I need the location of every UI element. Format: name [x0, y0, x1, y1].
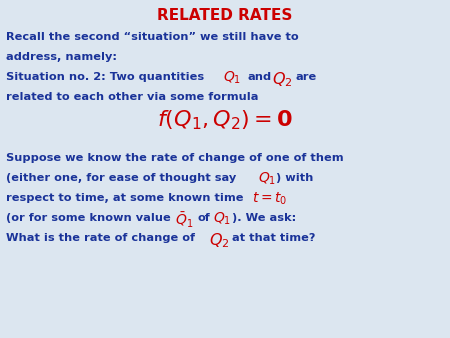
Text: respect to time, at some known time: respect to time, at some known time: [6, 193, 243, 203]
Text: at that time?: at that time?: [232, 233, 315, 243]
Text: address, namely:: address, namely:: [6, 52, 117, 62]
Text: $f(Q_1,Q_2) = \mathbf{0}$: $f(Q_1,Q_2) = \mathbf{0}$: [157, 108, 293, 131]
Text: (either one, for ease of thought say: (either one, for ease of thought say: [6, 173, 236, 183]
Text: Situation no. 2: Two quantities: Situation no. 2: Two quantities: [6, 72, 204, 82]
Text: (or for some known value: (or for some known value: [6, 213, 171, 223]
Text: $\bar{Q}_1$: $\bar{Q}_1$: [175, 211, 194, 230]
Text: $Q_1$: $Q_1$: [213, 211, 231, 227]
Text: $Q_2$: $Q_2$: [209, 231, 230, 250]
Text: of: of: [197, 213, 210, 223]
Text: RELATED RATES: RELATED RATES: [158, 8, 292, 23]
Text: Recall the second “situation” we still have to: Recall the second “situation” we still h…: [6, 32, 299, 42]
Text: $t = t_0$: $t = t_0$: [252, 191, 288, 208]
Text: $Q_1$: $Q_1$: [258, 171, 276, 187]
Text: What is the rate of change of: What is the rate of change of: [6, 233, 195, 243]
Text: related to each other via some formula: related to each other via some formula: [6, 92, 258, 102]
Text: are: are: [296, 72, 317, 82]
Text: $Q_2$: $Q_2$: [272, 70, 292, 89]
Text: ) with: ) with: [276, 173, 313, 183]
Text: and: and: [247, 72, 271, 82]
Text: ). We ask:: ). We ask:: [232, 213, 296, 223]
Text: Suppose we know the rate of change of one of them: Suppose we know the rate of change of on…: [6, 153, 344, 163]
Text: $Q_1$: $Q_1$: [223, 70, 241, 87]
